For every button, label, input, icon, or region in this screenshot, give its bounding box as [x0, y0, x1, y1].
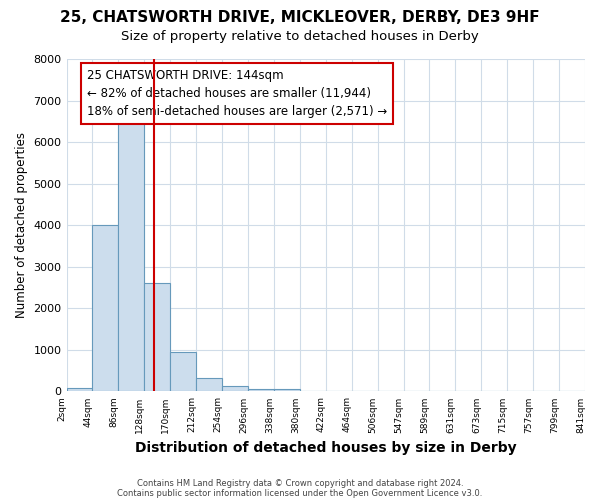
Bar: [145, 284, 170, 392]
Text: Contains public sector information licensed under the Open Government Licence v3: Contains public sector information licen…: [118, 488, 482, 498]
Text: Size of property relative to detached houses in Derby: Size of property relative to detached ho…: [121, 30, 479, 43]
Y-axis label: Number of detached properties: Number of detached properties: [15, 132, 28, 318]
Bar: [248, 388, 274, 392]
Bar: [67, 388, 92, 392]
Text: 25 CHATSWORTH DRIVE: 144sqm
← 82% of detached houses are smaller (11,944)
18% of: 25 CHATSWORTH DRIVE: 144sqm ← 82% of det…: [87, 69, 388, 118]
Text: Contains HM Land Registry data © Crown copyright and database right 2024.: Contains HM Land Registry data © Crown c…: [137, 478, 463, 488]
Bar: [222, 386, 248, 392]
Bar: [118, 117, 145, 392]
Text: 25, CHATSWORTH DRIVE, MICKLEOVER, DERBY, DE3 9HF: 25, CHATSWORTH DRIVE, MICKLEOVER, DERBY,…: [60, 10, 540, 25]
X-axis label: Distribution of detached houses by size in Derby: Distribution of detached houses by size …: [135, 441, 517, 455]
Bar: [170, 352, 196, 392]
Bar: [196, 378, 222, 392]
Bar: [274, 388, 300, 392]
Bar: [92, 225, 118, 392]
